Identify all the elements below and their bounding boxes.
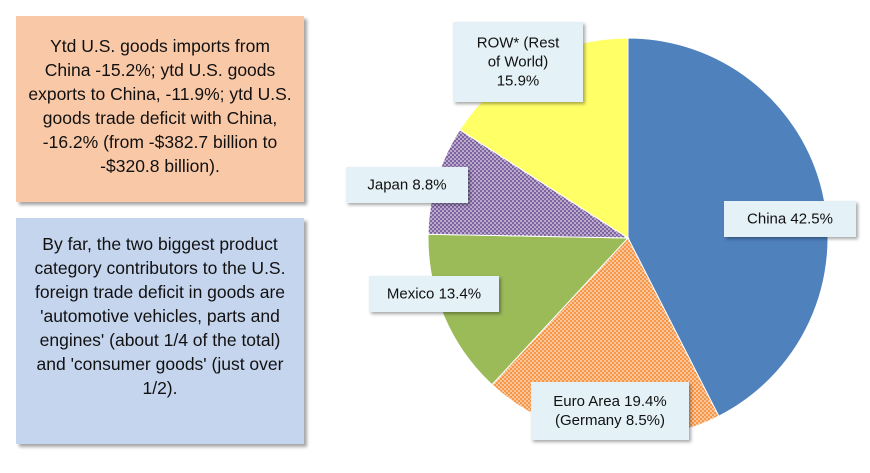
slice-label-text: ROW* (Rest bbox=[477, 35, 560, 52]
slice-label-text: of World) bbox=[488, 54, 549, 71]
slice-label-mexico: Mexico 13.4% bbox=[369, 276, 499, 312]
imports-note: Ytd U.S. goods imports from China -15.2%… bbox=[16, 16, 304, 202]
slice-label-text: Japan 8.8% bbox=[367, 177, 446, 194]
slice-label-japan: Japan 8.8% bbox=[346, 167, 468, 203]
slice-label-china: China 42.5% bbox=[724, 201, 856, 237]
slice-label-euro-area: Euro Area 19.4% (Germany 8.5%) bbox=[531, 382, 689, 440]
slice-label-text: China 42.5% bbox=[747, 211, 833, 228]
slice-label-text: Euro Area 19.4% bbox=[553, 393, 666, 410]
slice-label-row: ROW* (Rest of World) 15.9% bbox=[453, 22, 583, 102]
categories-note: By far, the two biggest product category… bbox=[16, 218, 304, 444]
slice-label-text: Mexico 13.4% bbox=[387, 286, 481, 303]
pie-slice-mexico bbox=[427, 233, 630, 386]
slice-label-text: 15.9% bbox=[497, 73, 540, 90]
slice-label-text: (Germany 8.5%) bbox=[555, 412, 665, 429]
